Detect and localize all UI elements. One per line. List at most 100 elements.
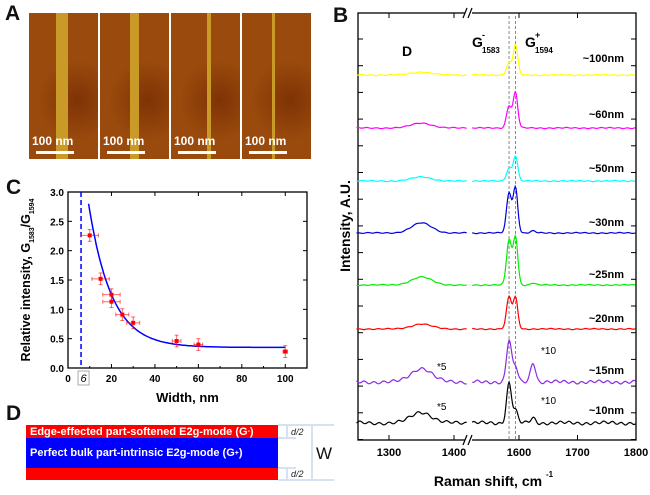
panel-b-label: B bbox=[333, 4, 349, 27]
scale-bar-label: 100 nm bbox=[174, 134, 216, 148]
peak-label-d: D bbox=[402, 43, 412, 59]
scale-bar-label: 100 nm bbox=[32, 134, 74, 148]
afm-image: 100 nm bbox=[100, 13, 169, 159]
spectrum-line-25nm bbox=[356, 275, 467, 287]
spectrum-line-10nm bbox=[356, 411, 467, 426]
x-axis-label: Width, nm bbox=[156, 390, 219, 405]
multiplier-label: *5 bbox=[437, 402, 447, 413]
x-axis-label-sup: -1 bbox=[546, 470, 554, 479]
edge-part-bar: Edge-effected part-softened E2g-mode (G -… bbox=[26, 425, 278, 438]
multiplier-label: *10 bbox=[541, 346, 556, 357]
spectrum-line-60nm bbox=[472, 90, 636, 130]
edge-part-text: Edge-effected part-softened E2g-mode (G bbox=[30, 425, 248, 438]
data-point bbox=[126, 316, 141, 330]
peak-label-g-minus-sub: 1583 bbox=[482, 46, 500, 55]
axis-break-mark bbox=[462, 434, 473, 446]
panel-d-label: D bbox=[6, 402, 22, 425]
spectrum-label: ~30nm bbox=[589, 217, 624, 229]
x-axis-label: Raman shift, cm bbox=[434, 473, 542, 489]
axis-break-mark bbox=[462, 7, 473, 19]
scale-bar bbox=[178, 151, 216, 154]
peak-label-g-minus: G bbox=[472, 34, 483, 50]
spectrum-line-60nm bbox=[356, 122, 467, 130]
panel-a-label: A bbox=[5, 2, 21, 25]
relative-intensity-chart: 0 20 40 60 80 100 0.0 0.5 1.0 1.5 2.0 2.5 3.0 6 Width,… bbox=[19, 188, 308, 405]
y-axis-label: Relative intensity, G1583/G1594 bbox=[19, 198, 36, 361]
spectrum-label: ~100nm bbox=[583, 53, 624, 65]
panel-c-label: C bbox=[6, 176, 22, 199]
spectrum-line-50nm bbox=[472, 155, 636, 183]
scale-bar bbox=[249, 151, 287, 154]
point-marker bbox=[98, 276, 103, 281]
point-marker bbox=[109, 292, 114, 297]
x-tick-label: 1700 bbox=[565, 447, 589, 459]
spectrum-line-100nm bbox=[356, 71, 467, 77]
plot-frame bbox=[357, 12, 637, 441]
point-marker bbox=[196, 342, 201, 347]
x-tick-label: 40 bbox=[149, 374, 161, 385]
threshold-label-box bbox=[77, 370, 90, 386]
spectrum-line-25nm bbox=[472, 233, 636, 287]
point-marker bbox=[87, 233, 92, 238]
spectrum-line-30nm bbox=[356, 222, 467, 235]
dimension-lines: d/2 d/2 W bbox=[278, 424, 334, 481]
y-tick-label: 1.5 bbox=[50, 276, 64, 287]
edge-sup: - bbox=[247, 428, 250, 435]
x-tick-label: 1300 bbox=[377, 447, 401, 459]
spectrum-line-100nm bbox=[472, 43, 636, 77]
spectrum-label: ~10nm bbox=[589, 405, 624, 417]
point-marker bbox=[174, 339, 179, 344]
scale-bar-label: 100 nm bbox=[245, 134, 287, 148]
y-tick-label: 2.5 bbox=[50, 217, 64, 228]
point-marker bbox=[131, 320, 136, 325]
data-point bbox=[115, 308, 130, 321]
afm-image: 100 nm bbox=[29, 13, 98, 159]
edge-part-bar-bottom bbox=[26, 468, 278, 480]
x-tick-label: 60 bbox=[193, 374, 205, 385]
point-marker bbox=[120, 312, 125, 317]
data-point bbox=[80, 229, 99, 242]
peak-label-g-minus-sup: - bbox=[482, 30, 485, 40]
half-width-label-bottom: d/2 bbox=[291, 469, 304, 479]
bulk-close: ) bbox=[238, 447, 243, 459]
afm-image: 100 nm bbox=[171, 13, 240, 159]
bulk-part-bar: Perfect bulk part-intrinsic E2g-mode (G +… bbox=[26, 438, 278, 468]
peak-label-g-plus-sup: + bbox=[535, 30, 540, 40]
x-tick-label: 1800 bbox=[624, 447, 648, 459]
data-point bbox=[282, 345, 288, 358]
data-point bbox=[193, 338, 204, 351]
spectrum-line-20nm bbox=[356, 323, 467, 331]
spectrum-label: ~60nm bbox=[589, 109, 624, 121]
multiplier-label: *5 bbox=[437, 362, 447, 373]
axis-break-gap bbox=[465, 8, 472, 18]
spectrum-line-50nm bbox=[356, 175, 467, 183]
spectrum-line-30nm bbox=[472, 184, 636, 235]
edge-close: ) bbox=[249, 425, 254, 438]
data-point bbox=[171, 334, 182, 348]
data-point bbox=[102, 295, 121, 309]
spectrum-line-15nm bbox=[356, 366, 467, 385]
spectrum-line-20nm bbox=[472, 294, 636, 331]
x-tick-label: 80 bbox=[236, 374, 248, 385]
y-tick-label: 0.0 bbox=[50, 364, 64, 375]
peak-label-g-plus-sub: 1594 bbox=[535, 46, 553, 55]
y-tick-label: 0.5 bbox=[50, 335, 64, 346]
scale-bar-label: 100 nm bbox=[103, 134, 145, 148]
y-axis-label: Intensity, A.U. bbox=[337, 180, 353, 272]
width-label: W bbox=[316, 444, 332, 463]
y-axis-label-part: /G bbox=[19, 214, 33, 227]
y-tick-label: 2.0 bbox=[50, 247, 64, 258]
data-point bbox=[91, 272, 110, 286]
spectrum-line-10nm bbox=[471, 380, 636, 426]
y-axis-label-part: Relative intensity, G bbox=[19, 243, 33, 362]
spectrum-label: ~20nm bbox=[589, 313, 624, 325]
scale-bar bbox=[36, 151, 74, 154]
multiplier-label: *10 bbox=[541, 396, 556, 407]
half-width-label-top: d/2 bbox=[291, 427, 304, 437]
bulk-sup: + bbox=[234, 449, 239, 457]
x-tick-label: 1600 bbox=[507, 447, 531, 459]
peak-label-g-plus: G bbox=[525, 34, 536, 50]
y-axis-label-part: 1583 bbox=[29, 227, 36, 243]
